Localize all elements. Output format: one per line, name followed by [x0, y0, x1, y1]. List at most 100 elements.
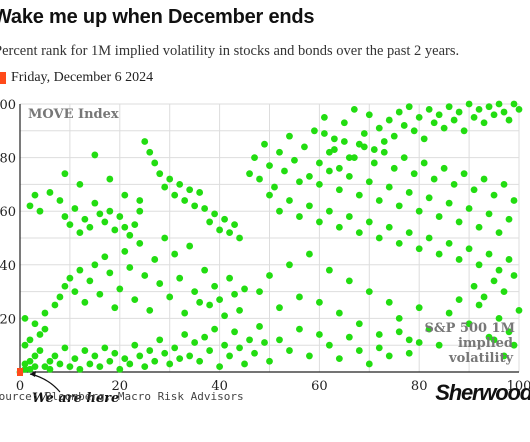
data-point	[375, 331, 383, 338]
data-point	[286, 347, 293, 354]
data-point	[31, 363, 39, 371]
data-point	[415, 339, 423, 346]
data-point	[395, 328, 403, 336]
data-point	[21, 315, 29, 322]
data-point	[201, 205, 209, 212]
data-point	[350, 154, 358, 162]
data-point	[345, 154, 353, 162]
data-point	[241, 360, 248, 368]
page-subtitle: Percent rank for 1M implied volatility i…	[0, 43, 460, 59]
data-point	[126, 264, 134, 271]
data-point	[271, 183, 278, 191]
data-point	[71, 205, 79, 212]
legend-label: Friday, December 6 2024	[11, 70, 154, 85]
data-point	[405, 189, 413, 196]
data-point	[291, 156, 298, 164]
data-point	[510, 341, 518, 349]
data-point	[475, 223, 483, 231]
data-point	[151, 357, 159, 365]
data-point	[276, 207, 283, 215]
data-point	[66, 274, 74, 282]
data-point	[400, 122, 408, 129]
data-point	[405, 336, 413, 344]
data-point	[276, 336, 283, 344]
data-point	[186, 352, 194, 360]
legend-swatch	[0, 72, 6, 84]
data-point	[355, 140, 363, 148]
data-point	[101, 344, 109, 352]
y-tick-label: 60	[0, 205, 16, 220]
data-point	[415, 207, 423, 215]
data-point	[490, 277, 498, 285]
data-point	[211, 282, 219, 290]
x-tick-label: 60	[311, 379, 328, 394]
data-point	[236, 234, 243, 242]
data-point	[415, 114, 423, 121]
data-point	[355, 229, 363, 237]
data-point	[385, 298, 393, 306]
data-point	[131, 221, 139, 229]
data-point	[465, 320, 473, 328]
data-point	[440, 164, 448, 172]
data-point	[490, 191, 498, 199]
data-point	[296, 178, 303, 186]
data-point	[370, 159, 378, 167]
data-point	[345, 277, 353, 285]
data-point	[31, 352, 39, 360]
data-point	[191, 288, 199, 295]
data-point	[425, 105, 433, 113]
data-point	[116, 285, 124, 293]
data-point	[515, 306, 523, 314]
data-point	[475, 301, 483, 309]
data-point	[231, 221, 238, 229]
data-point	[101, 253, 109, 261]
data-point	[251, 154, 258, 162]
data-point	[51, 352, 59, 360]
data-point	[350, 105, 358, 113]
data-point	[450, 181, 458, 188]
data-point	[171, 344, 179, 352]
data-point	[500, 288, 508, 295]
data-point	[246, 170, 253, 178]
data-point	[266, 272, 273, 279]
data-point	[121, 223, 129, 231]
data-point	[36, 331, 44, 338]
data-point	[405, 229, 413, 237]
data-point	[455, 256, 463, 263]
y-axis-label: MOVE Index	[28, 107, 119, 122]
x-axis-label-line: implied	[458, 336, 513, 351]
data-point	[485, 333, 493, 341]
data-point	[335, 186, 343, 194]
data-point	[176, 181, 184, 188]
data-point	[435, 341, 443, 349]
data-point	[46, 357, 54, 365]
data-point	[116, 365, 124, 373]
data-point	[395, 108, 403, 116]
data-point	[470, 114, 478, 121]
data-point	[316, 159, 323, 167]
data-point	[286, 261, 293, 269]
data-point	[106, 269, 114, 277]
data-point	[196, 357, 204, 365]
data-point	[505, 256, 513, 263]
data-point	[166, 293, 174, 301]
data-point	[156, 280, 164, 287]
data-point	[206, 301, 214, 309]
data-point	[71, 355, 79, 362]
data-point	[435, 213, 443, 220]
data-point	[495, 229, 503, 237]
data-point	[445, 239, 453, 247]
y-tick-label: 40	[0, 259, 16, 274]
data-point	[375, 234, 383, 242]
data-point	[505, 116, 513, 124]
data-point	[385, 116, 393, 124]
data-point	[276, 148, 283, 156]
data-point	[410, 127, 418, 135]
data-point	[435, 250, 443, 258]
data-point	[435, 111, 443, 119]
data-point	[81, 347, 89, 354]
data-point	[171, 191, 179, 199]
data-point	[246, 336, 253, 344]
data-point	[425, 194, 433, 202]
data-point	[146, 148, 154, 156]
